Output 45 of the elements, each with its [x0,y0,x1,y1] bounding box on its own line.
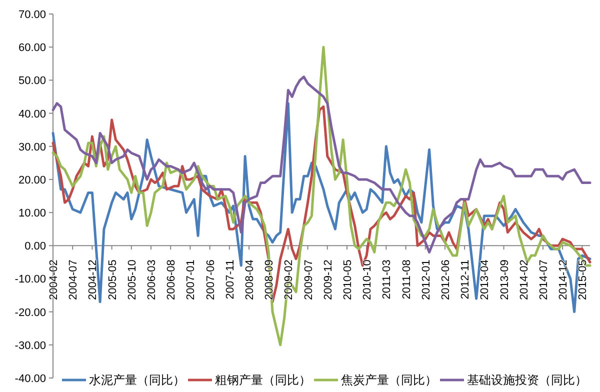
x-tick-label: 2012-06 [440,260,452,300]
y-tick-label: 20.00 [18,174,46,186]
y-tick-label: -10.00 [14,274,46,286]
y-tick-label: 0.00 [24,240,46,253]
x-tick-label: 2012-01 [420,260,432,300]
x-tick-label: 2008-09 [264,260,276,300]
y-tick-label: -20.00 [14,306,46,319]
legend-label: 基础设施投资（同比） [467,373,587,387]
x-tick-label: 2007-11 [224,260,236,300]
x-tick-label: 2006-03 [146,260,158,300]
x-tick-label: 2014-12 [558,260,570,300]
legend-label: 水泥产量（同比） [89,373,185,387]
x-tick-label: 2012-11 [460,260,472,300]
x-tick-label: 2013-09 [498,260,511,300]
x-tick-label: 2007-06 [204,260,217,300]
x-tick-label: 2004-12 [87,260,100,300]
x-tick-label: 2005-05 [106,260,119,300]
x-tick-label: 2004-07 [68,260,80,300]
x-tick-label: 2006-08 [166,260,178,300]
x-tick-label: 2014-02 [518,260,530,300]
x-tick-label: 2009-07 [302,260,315,300]
x-tick-label: 2011-03 [381,260,394,300]
y-tick-label: 70.00 [18,9,46,21]
x-tick-label: 2014-07 [538,260,550,300]
y-tick-label: -40.00 [14,373,46,385]
x-tick-label: 2015-05 [577,260,590,300]
line-series [52,76,592,254]
x-tick-label: 2005-10 [126,260,138,300]
x-tick-label: 2009-12 [322,260,334,300]
x-tick-label: 2004-02 [48,260,60,300]
x-tick-label: 2010-10 [362,260,374,300]
y-tick-label: -30.00 [14,340,46,352]
y-tick-label: 50.00 [18,75,46,88]
legend-label: 焦炭产量（同比） [341,373,437,387]
x-tick-label: 2009-02 [283,260,296,300]
x-tick-label: 2008-04 [244,260,256,300]
x-tick-label: 2013-04 [479,260,492,300]
x-tick-label: 2007-01 [185,260,198,300]
y-tick-label: 40.00 [18,108,46,120]
y-tick-label: 30.00 [18,141,46,154]
legend-label: 粗钢产量（同比） [215,373,311,387]
y-tick-label: 60.00 [18,42,46,54]
y-tick-label: 10.00 [18,208,46,220]
x-tick-label: 2011-08 [400,260,413,300]
x-tick-label: 2010-05 [342,260,354,300]
